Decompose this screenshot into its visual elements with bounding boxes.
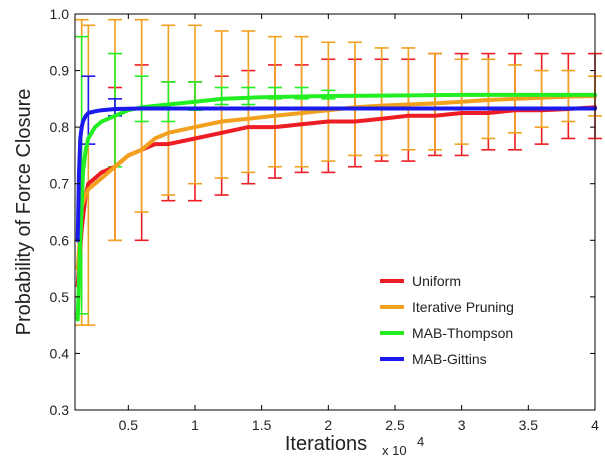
axes-frame: [74, 13, 596, 411]
y-tick-label: 1.0: [50, 6, 70, 22]
x-tick-label: 1.5: [252, 417, 272, 433]
y-tick-label: 0.8: [50, 119, 70, 135]
series-line: [75, 105, 597, 288]
series-mab-thompson: [74, 35, 336, 315]
legend-label: MAB-Gittins: [412, 351, 487, 367]
y-axis-label: Probability of Force Closure: [13, 89, 35, 336]
legend-label: Iterative Pruning: [412, 299, 514, 315]
legend: Uniform Iterative Pruning MAB-Thompson MAB-…: [368, 262, 572, 378]
x-axis-multiplier: x 10: [382, 443, 407, 458]
y-tick-label: 0.4: [50, 345, 70, 361]
x-tick-label: 3.5: [519, 417, 539, 433]
y-tick-label: 0.5: [50, 289, 70, 305]
x-ticks: 0.5 1 1.5 2 2.5 3 3.5 4: [119, 14, 599, 433]
x-axis-label: Iterations: [285, 433, 367, 455]
x-tick-label: 1: [191, 417, 199, 433]
x-tick-label: 4: [591, 417, 599, 433]
legend-label: Uniform: [412, 273, 461, 289]
plot-area: 0.5 1 1.5 2 2.5 3 3.5 4 0.3 0.4 0.5 0.6 0.7 0.8 0.9 1.…: [50, 6, 602, 433]
series-layer: [74, 18, 602, 326]
x-axis-multiplier-exponent: 4: [417, 434, 424, 449]
x-tick-label: 0.5: [119, 417, 139, 433]
y-tick-label: 0.9: [50, 63, 70, 79]
y-ticks: 0.3 0.4 0.5 0.6 0.7 0.8 0.9 1.0: [50, 6, 595, 418]
y-tick-label: 0.3: [50, 402, 70, 418]
series-line: [75, 94, 597, 271]
y-tick-label: 0.7: [50, 176, 70, 192]
series-line: [75, 106, 597, 243]
x-tick-label: 2: [324, 417, 332, 433]
x-tick-label: 2.5: [385, 417, 405, 433]
y-tick-label: 0.6: [50, 232, 70, 248]
x-tick-label: 3: [458, 417, 466, 433]
legend-items: Uniform Iterative Pruning MAB-Thompson MAB-…: [380, 273, 514, 367]
legend-label: MAB-Thompson: [412, 325, 513, 341]
